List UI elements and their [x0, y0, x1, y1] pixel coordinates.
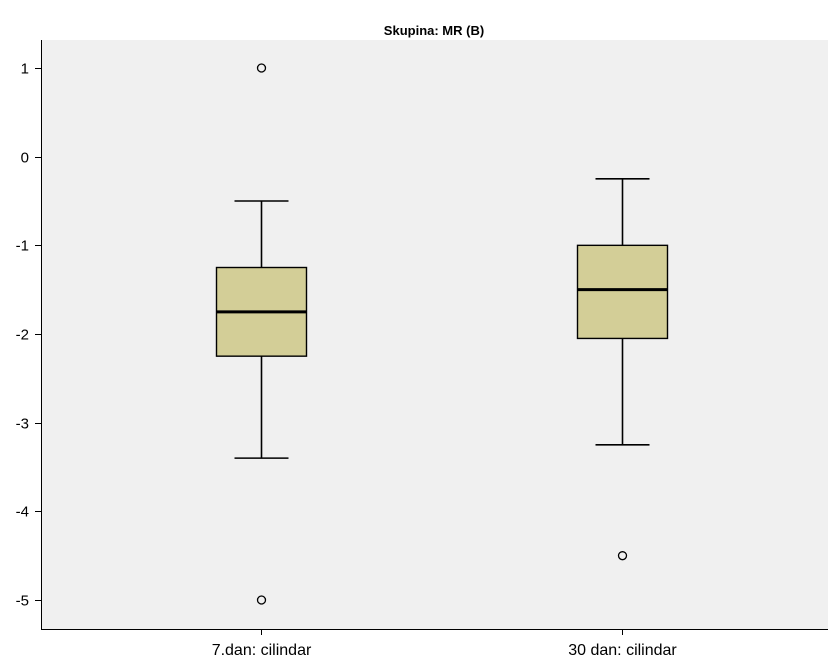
- chart-title: Skupina: MR (B): [384, 23, 484, 38]
- outlier-point: [256, 595, 267, 605]
- plot-area: [41, 40, 828, 629]
- y-tick-label: 1: [21, 61, 29, 78]
- y-tick-label: -1: [16, 238, 29, 255]
- y-axis-ticks: 1 0 -1 -2 -3 -4 -5: [16, 61, 41, 610]
- x-axis-ticks: 7.dan: cilindar 30 dan: cilindar: [212, 629, 677, 659]
- boxplot-series: [215, 63, 669, 605]
- outlier-point: [256, 63, 267, 73]
- y-tick-label: -5: [16, 593, 29, 610]
- box-group: [215, 63, 308, 605]
- outlier-point: [617, 551, 628, 561]
- iqr-box: [576, 244, 669, 340]
- x-tick-label: 7.dan: cilindar: [212, 642, 312, 659]
- y-tick-label: -4: [16, 504, 29, 521]
- y-tick-label: 0: [21, 150, 29, 167]
- y-tick-label: -3: [16, 416, 29, 433]
- box-group: [576, 178, 669, 561]
- x-tick-label: 30 dan: cilindar: [568, 642, 677, 659]
- y-tick-label: -2: [16, 327, 29, 344]
